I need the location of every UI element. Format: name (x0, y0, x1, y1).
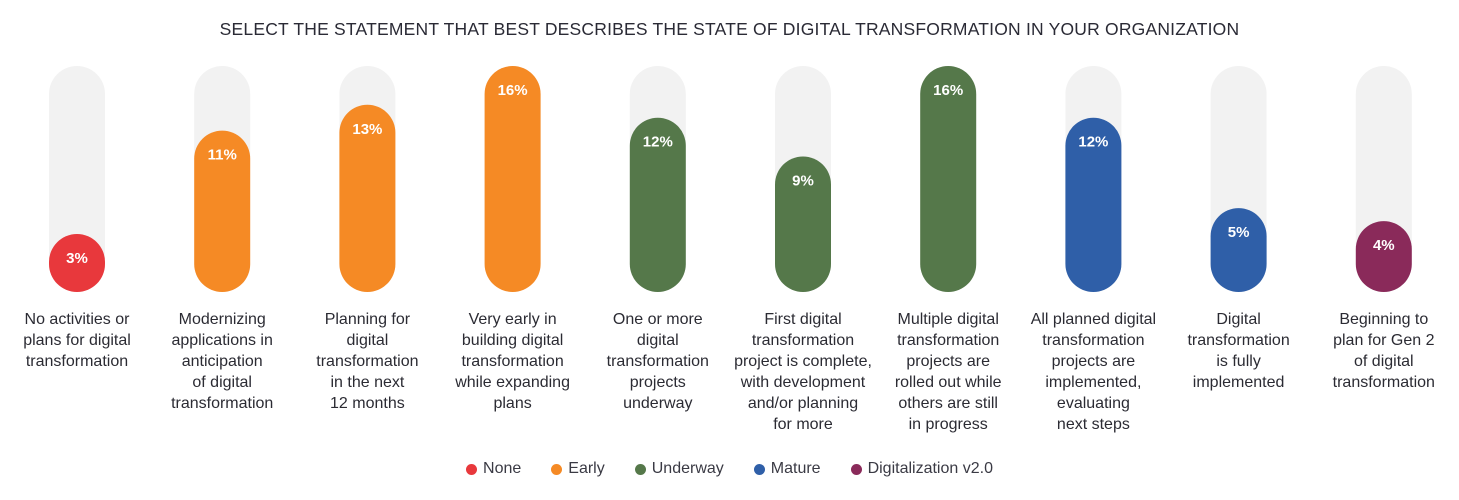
category-label: First digital transformation project is co… (734, 311, 872, 433)
data-label: 5% (1228, 224, 1250, 241)
bar (339, 104, 396, 293)
legend-swatch-mature (753, 463, 765, 475)
bar (484, 66, 541, 292)
data-label: 4% (1373, 237, 1395, 254)
data-label: 12% (643, 134, 673, 151)
legend-label-mature: Mature (770, 460, 821, 477)
bar-track (49, 66, 105, 292)
data-label: 16% (498, 82, 528, 99)
chart-plot: 3% No activities or plans for digital trans… (23, 66, 1435, 433)
category-label: All planned digital transformation project… (1031, 311, 1156, 433)
legend-label-none: None (483, 460, 522, 477)
bar (1355, 221, 1412, 292)
legend-swatch-none (466, 463, 478, 475)
bar (1065, 117, 1122, 292)
legend-item-underway: Underway (634, 460, 724, 478)
bar-column: 5% Digital transformation is fully implement… (1187, 66, 1290, 391)
legend-label-underway: Underway (651, 460, 724, 477)
category-label: Very early in building digital transformat… (454, 311, 570, 412)
data-label: 3% (66, 250, 88, 267)
bar (49, 234, 105, 292)
bar (1210, 208, 1267, 292)
legend-item-digitalization: Digitalization v2.0 (850, 460, 993, 478)
legend-swatch-early (551, 463, 563, 475)
legend-label-early: Early (568, 460, 605, 477)
chart-legend: None Early Underway Mature Digitalizatio… (0, 460, 1459, 478)
bar-column: 12% All planned digital transformation proj… (1031, 66, 1156, 433)
bar (194, 130, 251, 292)
bar (629, 117, 686, 292)
category-label: Digital transformation is fully implemented (1187, 311, 1289, 391)
legend-swatch-digitalization (850, 463, 862, 475)
data-label: 16% (933, 82, 963, 99)
chart-title: SELECT THE STATEMENT THAT BEST DESCRIBES… (219, 19, 1240, 39)
category-label: One or more digital transformation projects… (607, 311, 709, 412)
bar-column: 9% First digital transformation project is … (734, 66, 872, 433)
bar-column: 12% One or more digital transformation proje… (607, 66, 709, 412)
legend-swatch-underway (634, 463, 646, 475)
category-label: Multiple digital transformation projects a… (895, 311, 1002, 433)
bar-column: 4% Beginning to plan for Gen 2 of digital tr… (1333, 66, 1435, 391)
legend-item-mature: Mature (753, 460, 821, 478)
category-label: No activities or plans for digital transfo… (23, 311, 131, 370)
category-label: Planning for digital transformation in the … (316, 311, 418, 412)
bar (920, 66, 977, 292)
legend-label-digitalization: Digitalization v2.0 (867, 460, 993, 477)
bar (775, 156, 831, 292)
data-label: 12% (1078, 134, 1108, 151)
bar-column: 13% Planning for digital transformation in t… (316, 66, 419, 412)
legend-item-early: Early (551, 460, 605, 478)
data-label: 9% (792, 172, 814, 189)
data-label: 13% (352, 121, 382, 138)
category-label: Modernizing applications in anticipation of… (171, 311, 273, 412)
bar-column: 11% Modernizing applications in anticipatio… (171, 66, 273, 412)
legend-item-none: None (466, 460, 521, 478)
data-label: 11% (208, 147, 237, 164)
bar-column: 16% Very early in building digital transfor… (454, 66, 570, 412)
bar-column: 3% No activities or plans for digital trans… (23, 66, 131, 370)
category-label: Beginning to plan for Gen 2 of digital tran… (1333, 311, 1435, 391)
bar-column: 16% Multiple digital transformation project… (895, 66, 1002, 433)
